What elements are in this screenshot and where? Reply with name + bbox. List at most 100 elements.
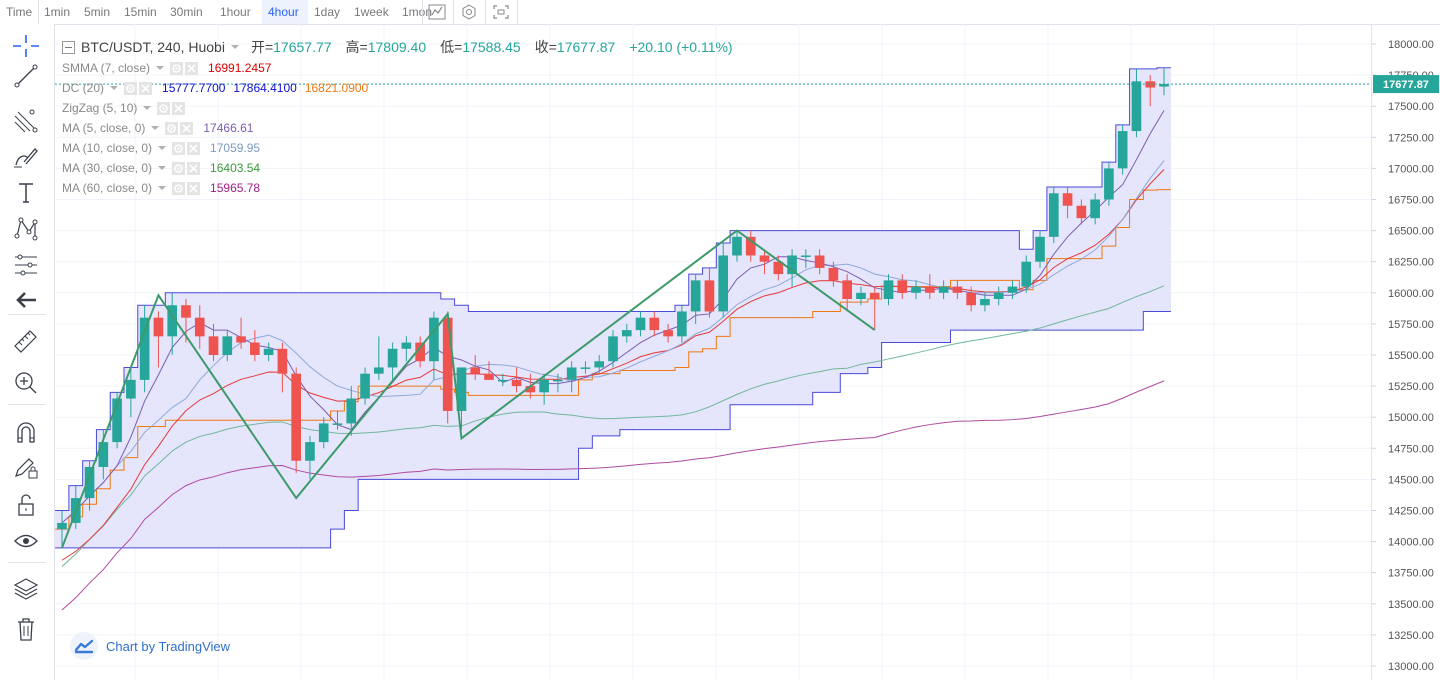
- candle[interactable]: [332, 410, 343, 430]
- candle[interactable]: [374, 336, 384, 380]
- candle[interactable]: [883, 274, 894, 306]
- candle[interactable]: [305, 435, 315, 480]
- fib-icon[interactable]: [10, 106, 42, 134]
- indicator-name[interactable]: MA (30, close, 0): [62, 161, 153, 175]
- trend-line-icon[interactable]: [10, 62, 42, 90]
- interval-4hour[interactable]: 4hour: [262, 0, 308, 24]
- indicator-row[interactable]: ZigZag (5, 10): [62, 98, 733, 118]
- indicator-row[interactable]: MA (60, close, 0) 15965.78: [62, 178, 733, 198]
- candle[interactable]: [869, 286, 880, 331]
- candle[interactable]: [1159, 67, 1169, 96]
- candle[interactable]: [1117, 124, 1128, 175]
- candle[interactable]: [553, 373, 563, 393]
- candle[interactable]: [911, 280, 921, 300]
- indicator-row[interactable]: MA (5, close, 0) 17466.61: [62, 118, 733, 138]
- settings-icon[interactable]: [170, 61, 184, 75]
- settings-icon[interactable]: [157, 101, 171, 115]
- close-icon[interactable]: [139, 81, 153, 95]
- candle[interactable]: [539, 373, 549, 405]
- candle[interactable]: [126, 367, 136, 418]
- chart-style-icon[interactable]: [426, 2, 448, 22]
- candle[interactable]: [415, 336, 425, 368]
- interval-1hour[interactable]: 1hour: [220, 5, 251, 19]
- candle[interactable]: [842, 274, 852, 312]
- candle[interactable]: [1007, 280, 1018, 300]
- settings-icon[interactable]: [172, 181, 186, 195]
- candle[interactable]: [732, 230, 742, 262]
- candle[interactable]: [814, 249, 825, 275]
- candle[interactable]: [263, 342, 274, 362]
- interval-15min[interactable]: 15min: [124, 5, 157, 19]
- candle[interactable]: [222, 330, 233, 362]
- candle[interactable]: [1035, 230, 1045, 268]
- crosshair-icon[interactable]: [10, 32, 42, 60]
- indicator-name[interactable]: SMMA (7, close): [62, 61, 151, 75]
- candle[interactable]: [153, 311, 164, 368]
- candle[interactable]: [993, 286, 1004, 306]
- candle[interactable]: [236, 317, 246, 349]
- candle[interactable]: [1048, 187, 1059, 244]
- trash-icon[interactable]: [10, 614, 42, 642]
- interval-1mon[interactable]: 1mon: [402, 5, 433, 19]
- settings-icon[interactable]: [165, 121, 179, 135]
- fullscreen-icon[interactable]: [490, 2, 512, 22]
- eye-icon[interactable]: [10, 526, 42, 554]
- zoom-in-icon[interactable]: [10, 368, 42, 396]
- candle[interactable]: [291, 367, 301, 474]
- indicator-name[interactable]: ZigZag (5, 10): [62, 101, 138, 115]
- pattern-icon[interactable]: [10, 214, 42, 242]
- close-icon[interactable]: [187, 181, 201, 195]
- candle[interactable]: [511, 367, 522, 393]
- candle[interactable]: [690, 274, 701, 324]
- unlock-icon[interactable]: [10, 490, 42, 518]
- interval-1min[interactable]: 1min: [44, 5, 71, 19]
- brush-icon[interactable]: [10, 142, 42, 170]
- close-icon[interactable]: [187, 141, 201, 155]
- candle[interactable]: [250, 330, 260, 362]
- chevron-down-icon[interactable]: [143, 106, 152, 110]
- candle[interactable]: [663, 323, 673, 343]
- candle[interactable]: [677, 305, 687, 343]
- settings-icon[interactable]: [124, 81, 138, 95]
- candle[interactable]: [429, 311, 439, 380]
- close-icon[interactable]: [185, 61, 199, 75]
- settings-icon[interactable]: [172, 161, 186, 175]
- price-axis[interactable]: 18000.0017750.0017500.0017250.0017000.00…: [1371, 24, 1440, 680]
- candle[interactable]: [745, 230, 756, 262]
- collapse-icon[interactable]: [62, 40, 75, 54]
- price-chart[interactable]: [55, 24, 1371, 680]
- symbol-title[interactable]: BTC/USDT, 240, Huobi: [81, 39, 225, 55]
- magnet-icon[interactable]: [10, 418, 42, 446]
- candle[interactable]: [566, 361, 577, 393]
- lock-drawing-icon[interactable]: [10, 452, 42, 480]
- candle[interactable]: [484, 361, 494, 380]
- candle[interactable]: [57, 510, 67, 548]
- candle[interactable]: [167, 292, 178, 355]
- candle[interactable]: [497, 373, 508, 387]
- chevron-down-icon[interactable]: [110, 86, 119, 90]
- candle[interactable]: [1104, 162, 1114, 206]
- candle[interactable]: [635, 311, 646, 337]
- text-icon[interactable]: [10, 178, 42, 206]
- ruler-icon[interactable]: [10, 326, 42, 354]
- candle[interactable]: [208, 323, 219, 362]
- candle[interactable]: [897, 274, 908, 300]
- indicator-row[interactable]: MA (10, close, 0) 17059.95: [62, 138, 733, 158]
- candle[interactable]: [456, 367, 467, 430]
- candle[interactable]: [980, 292, 990, 312]
- indicator-row[interactable]: DC (20) 15777.7700 17864.4100 16821.0900: [62, 78, 733, 98]
- chevron-down-icon[interactable]: [151, 126, 160, 130]
- candle[interactable]: [1145, 75, 1156, 107]
- indicator-name[interactable]: MA (5, close, 0): [62, 121, 146, 135]
- candle[interactable]: [1131, 68, 1142, 138]
- chevron-down-icon[interactable]: [158, 186, 167, 190]
- candle[interactable]: [139, 305, 150, 393]
- candle[interactable]: [594, 355, 605, 374]
- chevron-down-icon[interactable]: [158, 146, 167, 150]
- candle[interactable]: [759, 249, 770, 275]
- interval-5min[interactable]: 5min: [84, 5, 111, 19]
- candle[interactable]: [608, 330, 618, 368]
- prediction-icon[interactable]: [10, 250, 42, 278]
- candle[interactable]: [277, 342, 288, 393]
- candle[interactable]: [621, 323, 632, 343]
